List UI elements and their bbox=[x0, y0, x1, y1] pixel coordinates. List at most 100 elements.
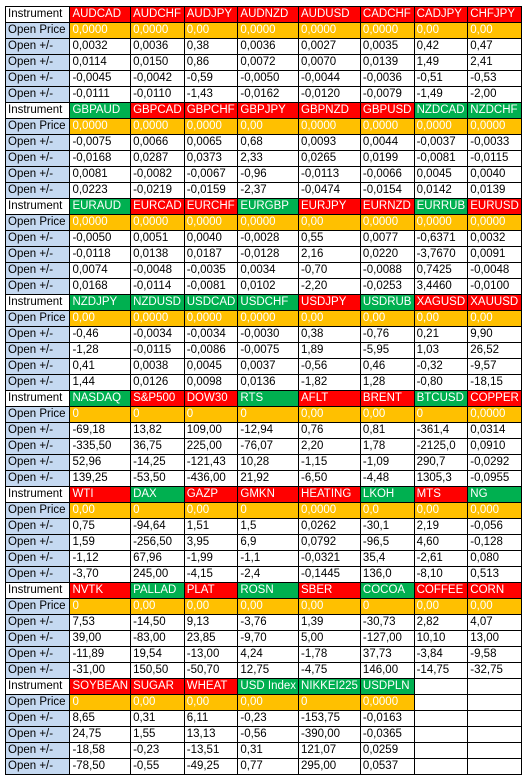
value-cell[interactable]: 0,0074 bbox=[69, 262, 132, 279]
value-cell[interactable]: 0,0077 bbox=[359, 230, 415, 247]
value-cell[interactable]: -30,73 bbox=[359, 614, 415, 631]
open-price-cell[interactable]: 0,0000 bbox=[237, 214, 300, 231]
open-price-cell[interactable]: 0,00 bbox=[359, 406, 415, 423]
value-cell[interactable]: 0,080 bbox=[467, 550, 522, 567]
value-cell[interactable]: -0,0115 bbox=[130, 342, 185, 359]
symbol-cell[interactable]: NVTK bbox=[69, 582, 132, 599]
value-cell[interactable]: -0,0045 bbox=[69, 70, 132, 87]
value-cell[interactable]: -1,49 bbox=[413, 86, 469, 103]
symbol-cell[interactable]: AUDJPY bbox=[183, 6, 239, 23]
value-cell[interactable]: 3,4460 bbox=[413, 278, 469, 295]
symbol-cell[interactable]: EURJPY bbox=[298, 198, 361, 215]
value-cell[interactable]: 0,0139 bbox=[359, 54, 415, 71]
open-price-cell[interactable]: 0,0000 bbox=[130, 310, 185, 327]
open-price-cell[interactable]: 0,000 bbox=[467, 502, 522, 519]
symbol-cell[interactable]: XAUUSD bbox=[467, 294, 522, 311]
value-cell[interactable]: -0,0292 bbox=[467, 454, 522, 471]
symbol-cell[interactable]: AUDCAD bbox=[69, 6, 132, 23]
value-cell[interactable]: -0,0035 bbox=[183, 262, 239, 279]
value-cell[interactable]: -0,0100 bbox=[467, 278, 522, 295]
open-price-cell[interactable]: 0 bbox=[359, 598, 415, 615]
symbol-cell[interactable]: GBPNZD bbox=[298, 102, 361, 119]
value-cell[interactable]: 7,53 bbox=[69, 614, 132, 631]
value-cell[interactable]: 0,0066 bbox=[130, 134, 185, 151]
value-cell[interactable]: 67,96 bbox=[130, 550, 185, 567]
open-price-cell[interactable]: 0,0000 bbox=[467, 406, 522, 423]
symbol-cell[interactable]: COCOA bbox=[359, 582, 415, 599]
value-cell[interactable]: 1,44 bbox=[69, 374, 132, 391]
value-cell[interactable]: 0,0910 bbox=[467, 438, 522, 455]
value-cell[interactable]: 109,00 bbox=[183, 422, 239, 439]
value-cell[interactable]: 0,0792 bbox=[298, 534, 361, 551]
value-cell[interactable]: -4,15 bbox=[183, 566, 239, 583]
open-price-cell[interactable]: 0,0000 bbox=[359, 214, 415, 231]
value-cell[interactable]: -12,94 bbox=[237, 422, 300, 439]
symbol-cell[interactable]: EURRUB bbox=[413, 198, 469, 215]
symbol-cell[interactable]: GAZP bbox=[183, 486, 239, 503]
value-cell[interactable]: -436,00 bbox=[183, 470, 239, 487]
symbol-cell[interactable]: USDRUB bbox=[359, 294, 415, 311]
value-cell[interactable]: -0,76 bbox=[359, 326, 415, 343]
value-cell[interactable]: 0,7425 bbox=[413, 262, 469, 279]
value-cell[interactable]: -18,58 bbox=[69, 742, 132, 759]
symbol-cell[interactable]: CADCHF bbox=[359, 6, 415, 23]
value-cell[interactable]: 1,5 bbox=[237, 518, 300, 535]
open-price-cell[interactable]: 0 bbox=[130, 406, 185, 423]
value-cell[interactable]: 0,0168 bbox=[69, 278, 132, 295]
value-cell[interactable]: -3,84 bbox=[413, 646, 469, 663]
value-cell[interactable]: -3,7670 bbox=[413, 246, 469, 263]
open-price-cell[interactable]: 0,00 bbox=[237, 598, 300, 615]
symbol-cell[interactable]: WTI bbox=[69, 486, 132, 503]
open-price-cell[interactable]: 0,00 bbox=[298, 310, 361, 327]
value-cell[interactable]: -31,00 bbox=[69, 662, 132, 679]
value-cell[interactable]: -30,1 bbox=[359, 518, 415, 535]
value-cell[interactable]: -0,0050 bbox=[237, 70, 300, 87]
value-cell[interactable]: -32,75 bbox=[467, 662, 522, 679]
value-cell[interactable]: 0,0223 bbox=[69, 182, 132, 199]
value-cell[interactable]: -1,99 bbox=[183, 550, 239, 567]
open-price-cell[interactable]: 0,00 bbox=[467, 310, 522, 327]
value-cell[interactable]: 0,513 bbox=[467, 566, 522, 583]
value-cell[interactable]: -0,56 bbox=[298, 358, 361, 375]
open-price-cell[interactable]: 0,0000 bbox=[130, 22, 185, 39]
value-cell[interactable]: 1305,3 bbox=[413, 470, 469, 487]
symbol-cell[interactable]: GBPJPY bbox=[237, 102, 300, 119]
symbol-cell[interactable]: USD Index bbox=[237, 678, 300, 695]
value-cell[interactable]: -18,15 bbox=[467, 374, 522, 391]
value-cell[interactable]: 136,0 bbox=[359, 566, 415, 583]
open-price-cell[interactable]: 0,00 bbox=[237, 694, 300, 711]
value-cell[interactable]: -5,95 bbox=[359, 342, 415, 359]
value-cell[interactable]: -96,5 bbox=[359, 534, 415, 551]
value-cell[interactable]: -0,0120 bbox=[298, 86, 361, 103]
open-price-cell[interactable]: 0,00 bbox=[183, 502, 239, 519]
value-cell[interactable]: 13,82 bbox=[130, 422, 185, 439]
value-cell[interactable]: 0,0035 bbox=[359, 38, 415, 55]
symbol-cell[interactable]: EURUSD bbox=[467, 198, 522, 215]
symbol-cell[interactable]: DOW30 bbox=[183, 390, 239, 407]
open-price-cell[interactable]: 0,00 bbox=[413, 502, 469, 519]
symbol-cell[interactable]: SBER bbox=[298, 582, 361, 599]
symbol-cell[interactable]: GBPUSD bbox=[359, 102, 415, 119]
open-price-cell[interactable]: 0,0000 bbox=[130, 118, 185, 135]
value-cell[interactable]: 13,00 bbox=[467, 630, 522, 647]
value-cell[interactable]: -50,70 bbox=[183, 662, 239, 679]
symbol-cell[interactable]: NIKKEI225 bbox=[298, 678, 361, 695]
value-cell[interactable]: 0,0314 bbox=[467, 422, 522, 439]
value-cell[interactable]: 0,0037 bbox=[237, 358, 300, 375]
symbol-cell[interactable]: USDCAD bbox=[183, 294, 239, 311]
value-cell[interactable]: -0,0128 bbox=[237, 246, 300, 263]
value-cell[interactable]: -0,0088 bbox=[359, 262, 415, 279]
value-cell[interactable]: 0,0045 bbox=[413, 166, 469, 183]
open-price-cell[interactable]: 0 bbox=[69, 694, 132, 711]
symbol-cell[interactable]: NZDUSD bbox=[130, 294, 185, 311]
symbol-cell[interactable]: AUDUSD bbox=[298, 6, 361, 23]
value-cell[interactable]: -0,0036 bbox=[359, 70, 415, 87]
symbol-cell[interactable]: GBPCHF bbox=[183, 102, 239, 119]
value-cell[interactable]: -78,50 bbox=[69, 758, 132, 775]
value-cell[interactable]: -0,0028 bbox=[237, 230, 300, 247]
value-cell[interactable]: -69,18 bbox=[69, 422, 132, 439]
value-cell[interactable]: -0,0118 bbox=[69, 246, 132, 263]
value-cell[interactable]: 2,19 bbox=[413, 518, 469, 535]
open-price-cell[interactable]: 0,00 bbox=[298, 214, 361, 231]
value-cell[interactable]: 0,75 bbox=[69, 518, 132, 535]
